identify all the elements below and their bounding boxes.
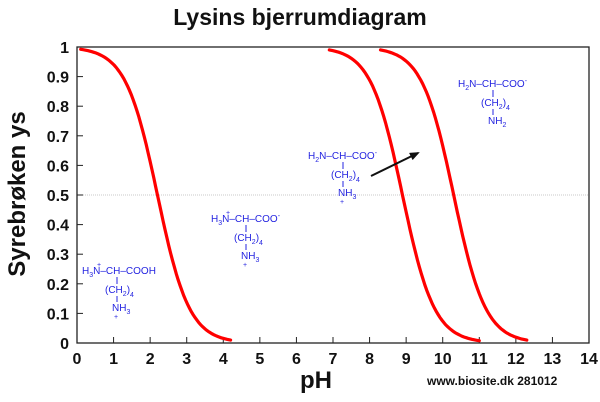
axes: 0 1 2 3 4 5 6 7 8 9 10 11 12 13 1400.10.20.30.40.50.60… [47,40,598,368]
plus-charge: + [340,199,344,206]
arrow-icon [370,152,420,177]
x-tick-label: 2 [146,351,155,368]
x-tick-label: 11 [471,351,488,368]
plus-charge: + [114,314,118,321]
x-tick-label: 9 [402,351,411,368]
x-tick-label: 4 [219,351,228,368]
y-tick-label: 0.2 [47,277,69,294]
molecule-backbone: H3N–CH–COO- [211,213,281,227]
amino-group: NH2 [488,116,506,129]
x-tick-label: 5 [255,351,264,368]
side-chain: (CH2)4 [105,285,134,299]
molecule-structure: H2N–CH–COO- (CH2)4 NH2 [458,78,528,129]
credit-text: www.biosite.dk 281012 [427,374,558,388]
y-tick-label: 0.5 [47,188,69,205]
curves [79,47,529,343]
molecule-backbone: H2N–CH–COO- [308,150,378,164]
y-tick-label: 0 [60,336,69,353]
y-tick-label: 0.4 [47,218,69,235]
x-tick-label: 10 [434,351,452,368]
x-tick-label: 14 [580,351,598,368]
x-tick-label: 0 [73,351,82,368]
y-tick-label: 0.7 [47,129,69,146]
molecule-backbone: H2N–CH–COO- [458,78,528,92]
x-axis-label: pH [300,367,332,394]
chart-title: Lysins bjerrumdiagram [173,4,427,30]
x-tick-label: 6 [292,351,301,368]
y-tick-label: 0.6 [47,158,69,175]
x-tick-label: 12 [507,351,525,368]
side-chain: (CH2)4 [481,98,510,112]
molecule-backbone: H3N–CH–COOH [82,266,156,279]
y-tick-label: 0.3 [47,247,69,264]
amino-group: NH3 [112,303,130,316]
x-tick-label: 8 [365,351,374,368]
y-tick-label: 0.9 [47,70,69,87]
y-tick-label: 0.1 [47,306,69,323]
amino-group: NH3 [241,251,259,264]
plus-charge: + [97,262,101,269]
side-chain: (CH2)4 [331,170,360,184]
bjerrum-curve [378,48,529,342]
y-tick-label: 0.8 [47,99,69,116]
x-tick-label: 3 [182,351,191,368]
plus-charge: + [226,210,230,217]
x-tick-label: 1 [109,351,118,368]
plus-charge: + [243,262,247,269]
x-tick-label: 7 [329,351,338,368]
amino-group: NH3 [338,188,356,201]
molecule-annotations: H3N–CH–COOH+(CH2)4NH3+H3N–CH–COO-+(CH2)4… [82,78,528,321]
side-chain: (CH2)4 [234,233,263,247]
molecule-structure: H2N–CH–COO- (CH2)4 NH3+ [308,150,378,206]
x-tick-label: 13 [544,351,562,368]
bjerrum-curve [327,48,481,343]
y-tick-label: 1 [60,40,69,57]
bjerrum-curve [79,47,233,342]
